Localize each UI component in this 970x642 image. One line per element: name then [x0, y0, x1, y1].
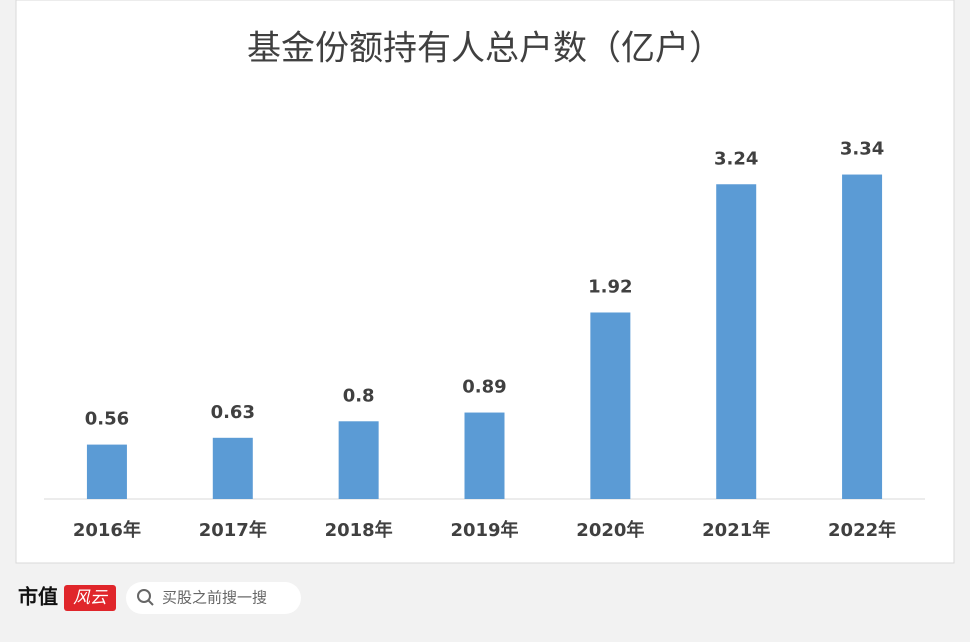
x-tick-label: 2020年 [576, 519, 644, 541]
bar [212, 437, 253, 499]
logo-badge-text: 风云 [73, 588, 109, 608]
x-tick-label: 2016年 [73, 519, 141, 541]
logo-badge [64, 585, 116, 611]
value-label: 1.92 [588, 276, 632, 297]
x-tick-label: 2018年 [325, 519, 393, 541]
bar [842, 174, 883, 500]
value-label: 0.8 [343, 385, 375, 406]
search-box[interactable] [126, 582, 301, 614]
search-placeholder: 买股之前搜一搜 [162, 589, 267, 607]
logo: 市值 [18, 585, 58, 609]
bar [464, 412, 505, 499]
search-icon [147, 599, 154, 606]
value-label: 0.56 [85, 409, 129, 430]
search-icon [137, 589, 151, 603]
x-tick-label: 2022年 [828, 519, 896, 541]
value-label: 0.89 [462, 377, 506, 398]
x-tick-label: 2021年 [702, 519, 770, 541]
bar [338, 421, 379, 499]
bar [590, 312, 631, 499]
chart-title: 基金份额持有人总户数（亿户） [247, 29, 723, 69]
x-tick-label: 2019年 [450, 519, 518, 541]
bar [86, 444, 127, 499]
value-label: 3.34 [840, 139, 884, 160]
value-label: 0.63 [211, 402, 255, 423]
bar [716, 184, 757, 499]
value-label: 3.24 [714, 148, 758, 169]
x-tick-label: 2017年 [199, 519, 267, 541]
